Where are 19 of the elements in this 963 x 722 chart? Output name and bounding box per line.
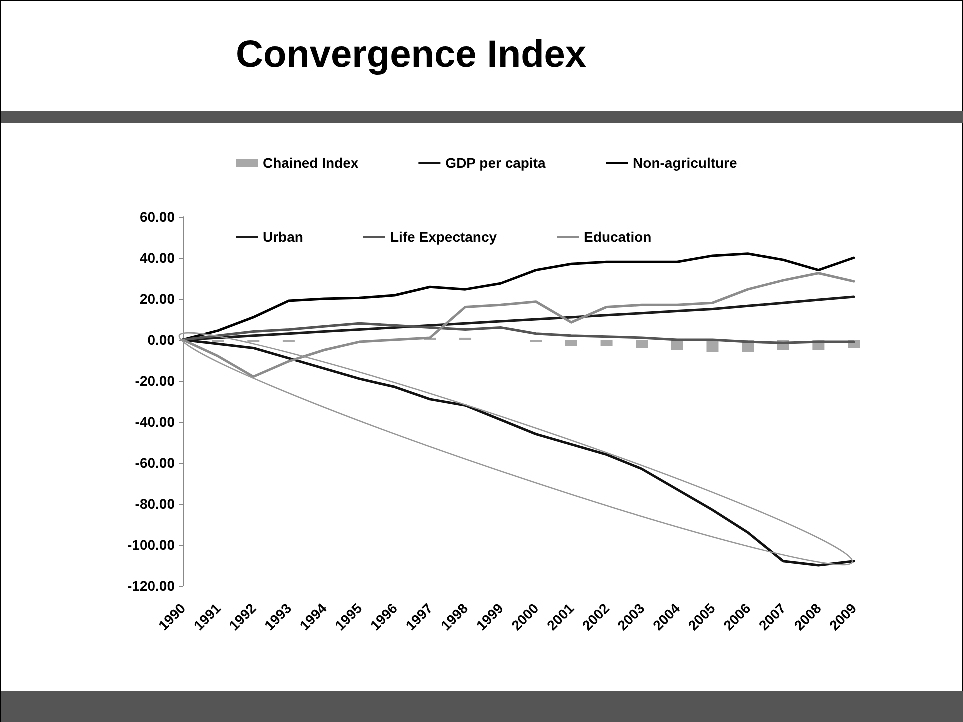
line-series <box>182 252 856 342</box>
chart-title: Convergence Index <box>236 34 587 76</box>
y-tick-label: -40.00 <box>135 414 176 430</box>
y-tick-label: -120.00 <box>128 578 176 594</box>
legend-label: Urban <box>263 229 304 245</box>
legend-label: Life Expectancy <box>390 229 498 245</box>
y-tick-label: 60.00 <box>140 209 176 225</box>
line-series <box>182 322 856 344</box>
legend-label: Chained Index <box>263 155 359 171</box>
y-tick-label: 40.00 <box>140 250 176 266</box>
legend-label: Education <box>584 229 652 245</box>
y-tick-label: 20.00 <box>140 291 176 307</box>
legend-label: Non-agriculture <box>633 155 738 171</box>
y-tick-label: -60.00 <box>135 455 176 471</box>
y-tick-label: -80.00 <box>135 496 176 512</box>
legend-label: GDP per capita <box>446 155 546 171</box>
y-tick-label: -100.00 <box>128 537 176 553</box>
y-tick-label: -20.00 <box>135 373 176 389</box>
y-tick-label: 0.00 <box>148 332 176 348</box>
